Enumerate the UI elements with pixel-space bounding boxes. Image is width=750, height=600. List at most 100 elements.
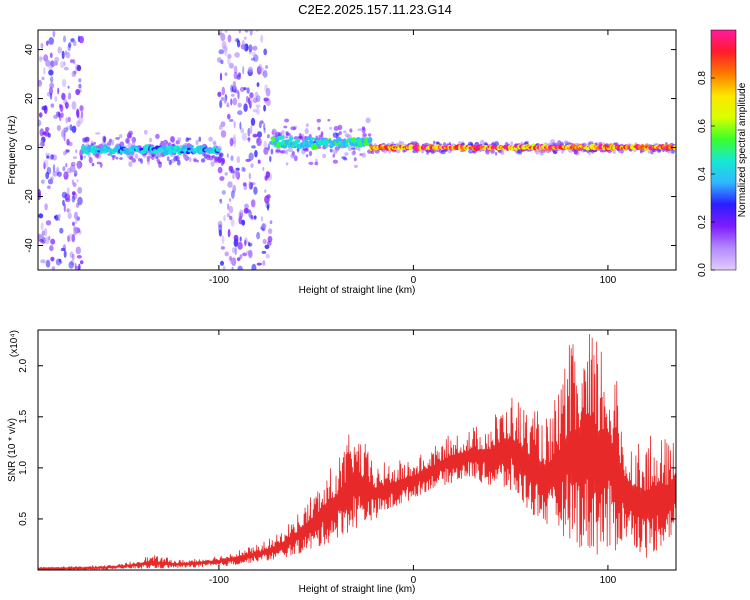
noise-cell-2 <box>239 209 244 215</box>
halo-cell-4 <box>412 150 417 153</box>
halo-cell-3 <box>308 150 313 157</box>
noise-cell-2 <box>223 97 227 104</box>
noise-cell-2 <box>218 30 223 33</box>
noise-cell-2 <box>256 262 262 266</box>
noise-cell-0 <box>43 159 49 168</box>
snr-series-line <box>38 334 676 570</box>
noise-cell-2 <box>239 236 242 242</box>
halo-cell-1 <box>173 155 178 162</box>
noise-cell-2 <box>263 104 266 112</box>
noise-cell-0 <box>47 185 51 189</box>
halo-cell-3 <box>349 128 353 133</box>
halo-cell-3 <box>351 147 356 150</box>
noise-cell-2 <box>254 150 258 158</box>
noise-cell-2 <box>228 215 233 221</box>
noise-cell-2 <box>217 91 222 98</box>
noise-cell-2 <box>254 91 259 98</box>
noise-cell-2 <box>228 256 232 261</box>
noise-cell-0 <box>66 125 69 131</box>
halo-cell-3 <box>287 147 293 153</box>
noise-cell-2 <box>263 140 268 150</box>
halo-cell-3 <box>296 148 300 152</box>
colorbar-tick-label: 0.6 <box>697 119 708 133</box>
noise-cell-0 <box>42 131 47 136</box>
halo-cell-1 <box>95 145 100 148</box>
noise-cell-2 <box>244 30 249 33</box>
noise-cell-2 <box>232 174 235 179</box>
noise-cell-2 <box>253 215 257 220</box>
noise-cell-2 <box>246 250 251 255</box>
halo-cell-3 <box>308 161 314 165</box>
noise-cell-0 <box>67 85 70 89</box>
halo-cell-4 <box>426 150 429 155</box>
noise-cell-0 <box>80 260 84 265</box>
band-cell-1 <box>130 151 134 155</box>
noise-cell-2 <box>240 127 245 134</box>
noise-cell-2 <box>243 103 248 112</box>
halo-cell-1 <box>177 159 181 166</box>
noise-cell-0 <box>71 195 76 203</box>
noise-cell-0 <box>60 260 63 264</box>
noise-cell-0 <box>38 191 42 201</box>
band-cell-3 <box>288 136 294 142</box>
band-cell-3 <box>272 136 277 143</box>
noise-cell-0 <box>61 78 67 88</box>
noise-cell-2 <box>242 252 248 257</box>
noise-cell-0 <box>40 42 44 49</box>
noise-cell-2 <box>249 97 253 105</box>
halo-cell-3 <box>305 154 309 158</box>
noise-cell-0 <box>63 150 67 156</box>
noise-cell-2 <box>262 70 268 78</box>
noise-cell-2 <box>226 153 229 158</box>
noise-cell-2 <box>269 155 272 162</box>
noise-cell-2 <box>217 220 223 228</box>
noise-cell-0 <box>57 46 62 54</box>
halo-cell-3 <box>335 147 339 152</box>
noise-cell-2 <box>227 53 232 59</box>
noise-cell-2 <box>250 199 256 208</box>
noise-cell-2 <box>262 238 267 245</box>
noise-cell-2 <box>236 37 239 44</box>
spectrogram-ytick-label: -20 <box>24 189 35 204</box>
noise-cell-0 <box>38 119 42 127</box>
noise-cell-0 <box>69 251 74 258</box>
band-cell-3 <box>368 137 373 143</box>
noise-cell-0 <box>64 50 68 55</box>
noise-cell-0 <box>52 30 56 38</box>
noise-cell-0 <box>67 167 73 174</box>
halo-cell-4 <box>563 140 569 145</box>
noise-cell-2 <box>221 235 225 244</box>
noise-cell-0 <box>75 246 82 255</box>
noise-cell-0 <box>59 61 65 69</box>
noise-cell-2 <box>252 133 258 138</box>
noise-cell-0 <box>38 234 44 241</box>
halo-cell-1 <box>115 137 120 140</box>
noise-cell-0 <box>75 149 78 154</box>
noise-cell-0 <box>52 60 58 66</box>
snr-ytick-label: 1.0 <box>18 460 29 474</box>
halo-cell-4 <box>639 150 643 154</box>
spectrogram-ytick-label: 0 <box>24 144 35 150</box>
halo-cell-3 <box>305 123 309 128</box>
noise-cell-0 <box>71 70 77 78</box>
noise-cell-0 <box>62 199 65 206</box>
snr-panel: -100 0 100 0.5 1.0 1.5 2.0 Height of straight … <box>7 329 677 595</box>
noise-cell-0 <box>60 112 64 118</box>
noise-cell-0 <box>78 115 84 124</box>
noise-cell-2 <box>228 62 234 69</box>
noise-cell-0 <box>67 116 71 123</box>
noise-cell-2 <box>253 54 259 62</box>
halo-cell-1 <box>182 153 188 160</box>
halo-cell-3 <box>329 126 332 130</box>
halo-cell-1 <box>200 158 206 163</box>
halo-cell-4 <box>400 141 405 145</box>
noise-cell-2 <box>243 207 249 214</box>
halo-cell-3 <box>353 164 358 168</box>
noise-cell-0 <box>50 76 54 83</box>
noise-cell-2 <box>266 194 271 199</box>
halo-cell-3 <box>333 126 339 131</box>
halo-cell-3 <box>290 126 296 131</box>
noise-cell-0 <box>47 132 51 138</box>
noise-cell-2 <box>231 266 234 270</box>
noise-cell-0 <box>74 170 78 177</box>
